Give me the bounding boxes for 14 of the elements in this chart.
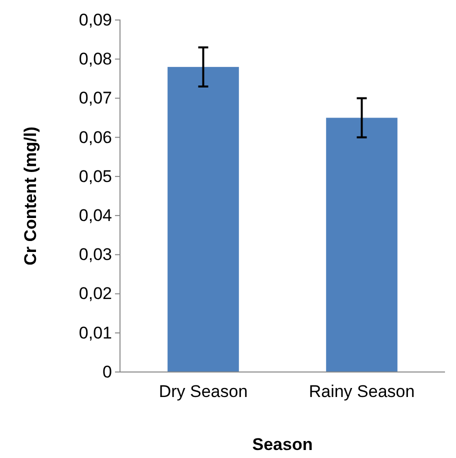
x-axis-title: Season	[252, 435, 313, 454]
y-tick-label: 0,07	[78, 88, 112, 108]
x-tick-label: Rainy Season	[308, 382, 415, 402]
y-tick-label: 0,03	[78, 245, 112, 264]
y-tick-label: 0,09	[78, 10, 112, 30]
y-tick-label: 0,06	[78, 128, 112, 147]
y-tick-label: 0,01	[78, 323, 112, 342]
y-tick-label: 0,04	[78, 206, 112, 225]
y-axis-title: Cr Content (mg/l)	[21, 126, 40, 266]
y-tick-label: 0,02	[78, 284, 112, 304]
y-tick-label: 0,05	[78, 166, 112, 186]
x-tick-label: Dry Season	[158, 382, 248, 402]
y-tick-label: 0	[102, 362, 112, 382]
y-tick-label: 0,08	[78, 50, 112, 69]
